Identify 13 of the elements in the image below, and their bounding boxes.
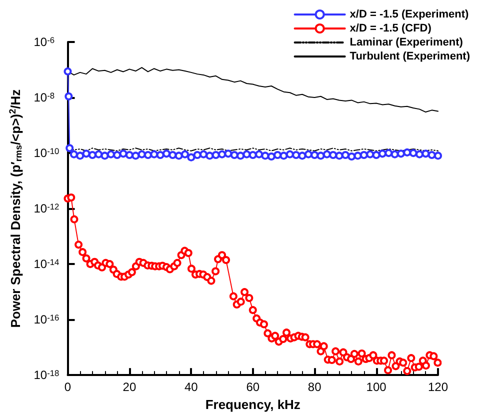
x-tick-label: 80	[308, 380, 322, 394]
legend-label: x/D = -1.5 (CFD)	[350, 22, 432, 34]
legend-label: Turbulent (Experiment)	[350, 50, 470, 62]
x-tick-label: 40	[184, 380, 198, 394]
x-axis-title: Frequency, kHz	[205, 397, 301, 412]
x-tick-label: 100	[366, 380, 387, 394]
x-tick-label: 60	[246, 380, 260, 394]
x-tick-label: 120	[428, 380, 448, 394]
x-tick-label: 20	[122, 380, 136, 394]
x-tick-label: 0	[64, 380, 72, 394]
legend-label: Laminar (Experiment)	[350, 36, 464, 48]
y-axis-title: Power Spectral Density, (p′rms/<p>)2/Hz	[8, 88, 24, 328]
legend-label: x/D = -1.5 (Experiment)	[350, 8, 470, 20]
